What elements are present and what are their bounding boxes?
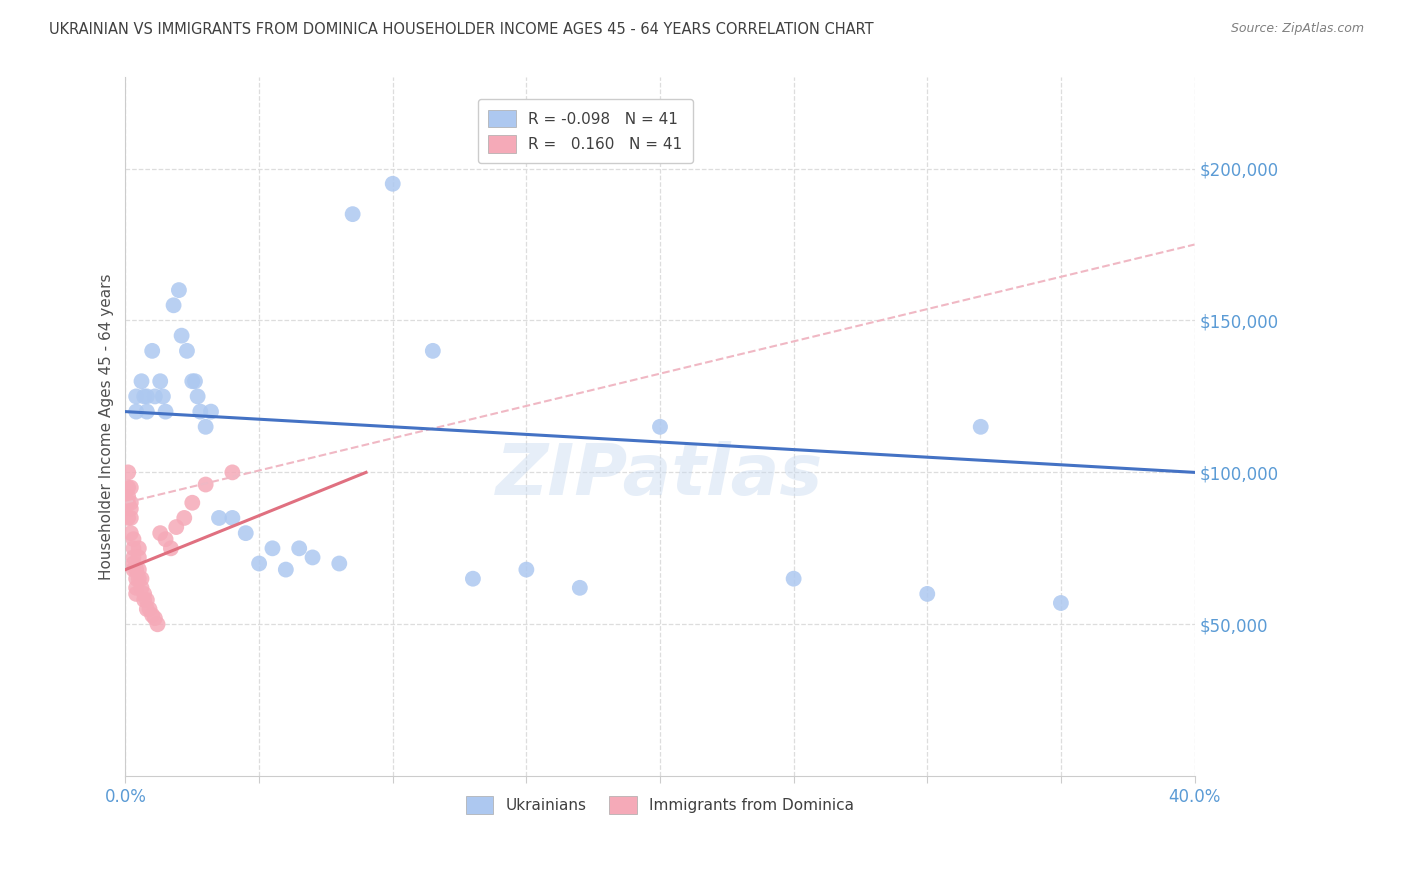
Point xyxy=(187,389,209,403)
Point xyxy=(128,550,150,565)
Point xyxy=(131,572,153,586)
Point xyxy=(141,343,163,358)
Point xyxy=(117,496,139,510)
Point xyxy=(160,541,183,556)
Point xyxy=(125,389,148,403)
Point xyxy=(122,563,145,577)
Point xyxy=(122,550,145,565)
Point xyxy=(176,343,198,358)
Point xyxy=(170,328,193,343)
Point xyxy=(181,374,204,388)
Point xyxy=(917,587,939,601)
Text: ZIPatlas: ZIPatlas xyxy=(496,442,824,510)
Point xyxy=(149,526,172,541)
Point xyxy=(221,511,243,525)
Point xyxy=(135,404,157,418)
Point xyxy=(117,481,139,495)
Point xyxy=(120,481,142,495)
Point xyxy=(173,511,195,525)
Point xyxy=(125,563,148,577)
Point xyxy=(155,532,177,546)
Point xyxy=(194,477,217,491)
Point xyxy=(125,581,148,595)
Point xyxy=(262,541,284,556)
Point xyxy=(184,374,207,388)
Point xyxy=(194,419,217,434)
Point xyxy=(122,557,145,571)
Point xyxy=(141,608,163,623)
Point xyxy=(131,374,153,388)
Y-axis label: Householder Income Ages 45 - 64 years: Householder Income Ages 45 - 64 years xyxy=(100,274,114,580)
Point xyxy=(149,374,172,388)
Point xyxy=(648,419,671,434)
Point xyxy=(131,581,153,595)
Point xyxy=(117,511,139,525)
Point xyxy=(155,404,177,418)
Point xyxy=(125,572,148,586)
Point xyxy=(135,389,157,403)
Point xyxy=(122,532,145,546)
Point xyxy=(135,593,157,607)
Point xyxy=(568,581,591,595)
Point xyxy=(208,511,231,525)
Point xyxy=(120,511,142,525)
Point xyxy=(165,520,187,534)
Point xyxy=(162,298,184,312)
Point xyxy=(235,526,257,541)
Point xyxy=(128,572,150,586)
Point xyxy=(138,602,160,616)
Point xyxy=(515,563,537,577)
Point xyxy=(135,602,157,616)
Point xyxy=(782,572,804,586)
Text: UKRAINIAN VS IMMIGRANTS FROM DOMINICA HOUSEHOLDER INCOME AGES 45 - 64 YEARS CORR: UKRAINIAN VS IMMIGRANTS FROM DOMINICA HO… xyxy=(49,22,875,37)
Point xyxy=(134,593,156,607)
Point xyxy=(120,501,142,516)
Point xyxy=(274,563,297,577)
Point xyxy=(181,496,204,510)
Point xyxy=(128,541,150,556)
Point xyxy=(134,587,156,601)
Point xyxy=(128,563,150,577)
Point xyxy=(125,587,148,601)
Point xyxy=(1050,596,1073,610)
Point xyxy=(970,419,993,434)
Point xyxy=(117,466,139,480)
Point xyxy=(247,557,270,571)
Point xyxy=(188,404,211,418)
Point xyxy=(288,541,311,556)
Point xyxy=(117,490,139,504)
Point xyxy=(200,404,222,418)
Point xyxy=(342,207,364,221)
Point xyxy=(381,177,404,191)
Point xyxy=(152,389,174,403)
Point xyxy=(328,557,350,571)
Point xyxy=(461,572,484,586)
Point xyxy=(167,283,190,297)
Point xyxy=(134,389,156,403)
Point xyxy=(143,611,166,625)
Point xyxy=(146,617,169,632)
Point xyxy=(221,466,243,480)
Point xyxy=(143,389,166,403)
Point xyxy=(122,541,145,556)
Point xyxy=(301,550,323,565)
Text: Source: ZipAtlas.com: Source: ZipAtlas.com xyxy=(1230,22,1364,36)
Point xyxy=(125,404,148,418)
Point xyxy=(422,343,444,358)
Legend: Ukrainians, Immigrants from Dominica: Ukrainians, Immigrants from Dominica xyxy=(456,785,865,824)
Point xyxy=(120,526,142,541)
Point xyxy=(120,496,142,510)
